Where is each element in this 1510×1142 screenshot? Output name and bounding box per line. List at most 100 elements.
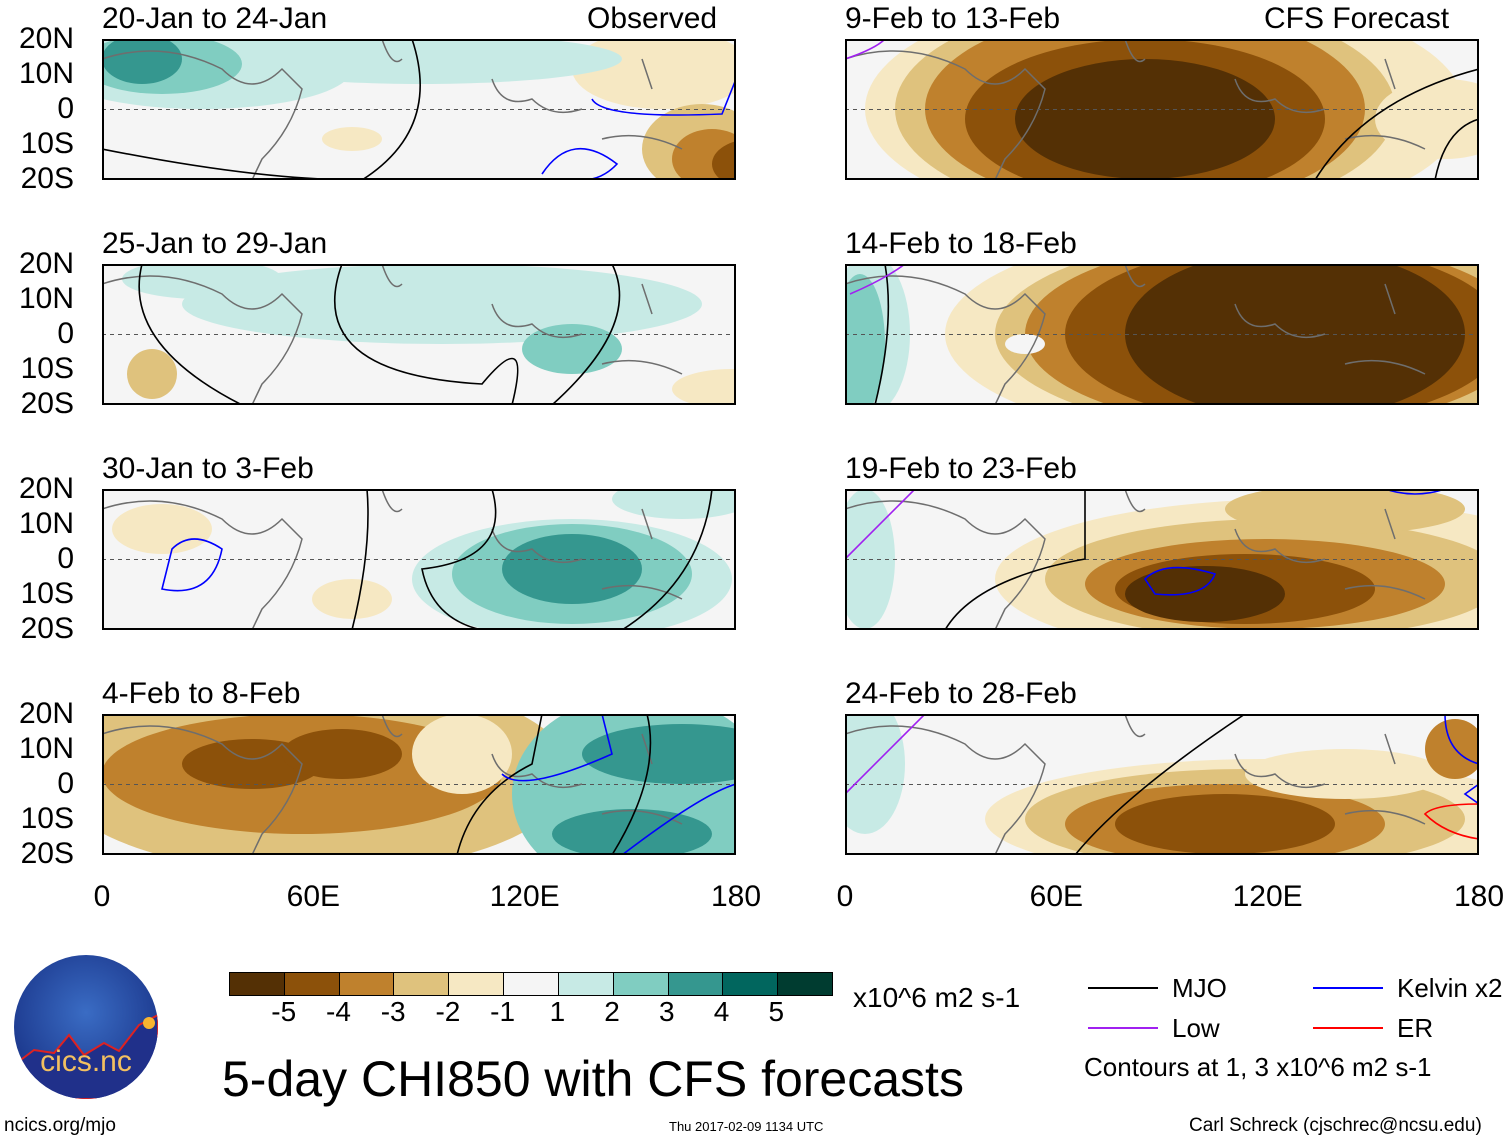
colorbar-swatch <box>339 973 395 995</box>
contour-line <box>591 78 736 116</box>
latitude-label: 20S <box>20 387 74 420</box>
colorbar-units: x10^6 m2 s-1 <box>853 982 1021 1013</box>
anomaly-shading <box>127 349 177 399</box>
latitude-label: 10N <box>18 57 74 90</box>
coastline <box>102 714 683 855</box>
latitude-label: 20S <box>20 837 74 870</box>
timestamp: Thu 2017-02-09 1134 UTC <box>669 1119 824 1134</box>
legend-label: ER <box>1397 1013 1434 1043</box>
longitude-label: 120E <box>1232 880 1303 913</box>
latitude-label: 10N <box>18 732 74 765</box>
contour-line <box>138 264 243 405</box>
map-panel-forecast-2 <box>845 264 1479 405</box>
anomaly-shading <box>582 724 736 784</box>
contour-line <box>1463 783 1479 805</box>
contour-note: Contours at 1, 3 x10^6 m2 s-1 <box>1084 1052 1432 1082</box>
colorbar-swatch <box>668 973 724 995</box>
legend-line-kelvin-x2 <box>1313 987 1383 989</box>
legend-line-er <box>1313 1027 1383 1029</box>
map-panel-observed-2 <box>102 264 736 405</box>
latitude-label: 20S <box>20 612 74 645</box>
longitude-label: 0 <box>93 880 111 913</box>
contour-line <box>1423 803 1479 840</box>
anomaly-shading <box>552 809 712 855</box>
logo-text: cics.nc <box>40 1045 132 1078</box>
anomaly-shading <box>1115 794 1335 854</box>
colorbar-swatch <box>504 973 559 995</box>
colorbar-swatch <box>723 973 779 995</box>
anomaly-shading <box>412 714 512 794</box>
coastline <box>845 264 1426 405</box>
colorbar-label: 1 <box>549 996 566 1027</box>
anomaly-shading <box>845 714 905 834</box>
anomaly-shading <box>845 274 885 405</box>
contour-line <box>1143 566 1217 596</box>
latitude-label: 10N <box>18 282 74 315</box>
contour-line <box>1074 714 1246 855</box>
logo-mountains-icon <box>14 1013 158 1099</box>
contour-line <box>845 714 926 795</box>
colorbar-label: -2 <box>435 996 461 1027</box>
latitude-label: 20N <box>18 697 74 730</box>
legend-label: Low <box>1172 1013 1220 1043</box>
colorbar-label: -5 <box>271 996 297 1027</box>
contour-line <box>456 714 543 855</box>
legend-label: Kelvin x2 <box>1397 973 1503 1003</box>
anomaly-shading <box>1005 334 1045 354</box>
colorbar-label: -4 <box>326 996 351 1027</box>
map-panel-forecast-3 <box>845 489 1479 630</box>
colorbar-swatch <box>230 973 285 995</box>
contour-line <box>944 489 1086 630</box>
anomaly-shading <box>1015 59 1275 179</box>
observed-header: Observed <box>587 2 718 35</box>
latitude-label: 10S <box>20 802 74 835</box>
colorbar-swatch <box>778 973 832 995</box>
colorbar-swatch <box>613 973 669 995</box>
author[interactable]: Carl Schreck (cjschrec@ncsu.edu) <box>1189 1115 1482 1136</box>
anomaly-shading <box>522 324 622 374</box>
map-panel-observed-1 <box>102 39 736 180</box>
contour-line <box>1314 68 1479 180</box>
figure-title: 5-day CHI850 with CFS forecasts <box>222 1051 964 1107</box>
contour-line <box>501 714 613 782</box>
contour-line <box>849 264 906 295</box>
anomaly-shading <box>312 579 392 619</box>
contour-line <box>1444 714 1479 765</box>
map-panel-forecast-1 <box>845 39 1479 180</box>
contour-line <box>161 538 223 592</box>
site-url[interactable]: ncics.org/mjo <box>4 1115 116 1136</box>
contour-line <box>1434 118 1479 180</box>
panel-title: 20-Jan to 24-Jan <box>102 2 328 35</box>
latitude-label: 20N <box>18 472 74 505</box>
colorbar-swatch <box>558 973 614 995</box>
anomaly-shading <box>102 39 182 84</box>
colorbar-label: 3 <box>659 996 675 1027</box>
latitude-label: 0 <box>57 92 74 125</box>
coastline <box>845 39 1426 180</box>
panel-title: 24-Feb to 28-Feb <box>845 677 1077 710</box>
longitude-label: 180 <box>1453 880 1505 913</box>
panel-title: 14-Feb to 18-Feb <box>845 227 1077 260</box>
anomaly-shading <box>1225 489 1465 534</box>
latitude-label: 20S <box>20 162 74 195</box>
map-panel-forecast-4 <box>845 714 1479 855</box>
anomaly-shading <box>122 264 282 299</box>
latitude-label: 20N <box>18 22 74 55</box>
colorbar-swatch <box>394 973 450 995</box>
latitude-label: 10S <box>20 127 74 160</box>
contour-line <box>421 489 497 630</box>
anomaly-shading <box>112 504 212 554</box>
panel-title: 25-Jan to 29-Jan <box>102 227 328 260</box>
coastline <box>102 489 683 630</box>
colorbar <box>229 972 833 996</box>
latitude-label: 10S <box>20 352 74 385</box>
colorbar-label: 2 <box>604 996 620 1027</box>
anomaly-shading <box>672 369 736 405</box>
longitude-label: 60E <box>1029 880 1084 913</box>
latitude-label: 0 <box>57 317 74 350</box>
contour-line <box>351 489 369 630</box>
anomaly-shading <box>322 127 382 151</box>
panel-title: 30-Jan to 3-Feb <box>102 452 314 485</box>
panel-title: 9-Feb to 13-Feb <box>845 2 1061 35</box>
longitude-label: 180 <box>710 880 762 913</box>
